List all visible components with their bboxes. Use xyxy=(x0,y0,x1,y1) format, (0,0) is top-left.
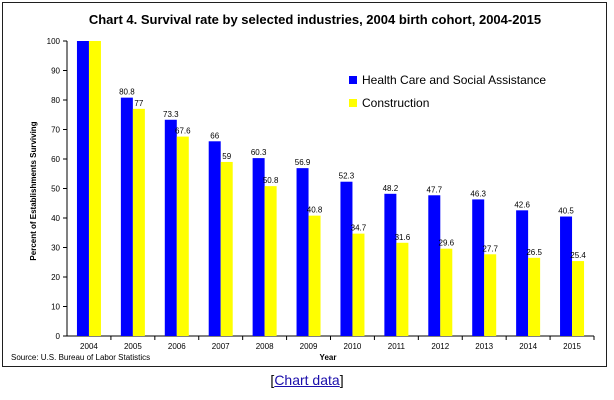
bar-health-care xyxy=(516,210,529,336)
y-tick-label: 30 xyxy=(51,244,60,253)
data-label: 40.5 xyxy=(558,207,574,216)
y-tick-label: 10 xyxy=(51,303,60,312)
x-tick-label: 2004 xyxy=(80,342,98,351)
y-tick-label: 100 xyxy=(47,37,61,46)
data-label: 52.3 xyxy=(339,172,355,181)
y-tick-label: 40 xyxy=(51,214,60,223)
x-tick-label: 2014 xyxy=(519,342,537,351)
x-tick-label: 2005 xyxy=(124,342,142,351)
legend: Health Care and Social Assistance Constru… xyxy=(349,73,546,110)
x-tick-label: 2006 xyxy=(168,342,186,351)
bar-construction xyxy=(176,136,189,336)
bar-construction xyxy=(132,108,145,336)
x-tick-label: 2010 xyxy=(344,342,362,351)
bar-construction xyxy=(396,242,409,336)
data-label: 56.9 xyxy=(295,158,311,167)
bar-construction xyxy=(264,186,277,336)
bar-construction xyxy=(572,261,585,336)
plot-area: 0 10 20 30 40 50 60 70 80 90 100 2004 2005 80.8 77 2006… xyxy=(47,37,595,351)
bar-health-care xyxy=(120,97,133,336)
bar-construction xyxy=(484,254,497,336)
data-label: 67.6 xyxy=(175,127,191,136)
data-label: 31.6 xyxy=(395,233,411,242)
chart-title: Chart 4. Survival rate by selected indus… xyxy=(89,12,541,27)
y-tick-label: 80 xyxy=(51,96,60,105)
bar-health-care xyxy=(340,181,353,336)
data-label: 60.3 xyxy=(251,148,267,157)
survival-rate-chart: Chart 4. Survival rate by selected indus… xyxy=(11,12,595,362)
x-tick-label: 2008 xyxy=(256,342,274,351)
data-label: 26.5 xyxy=(526,248,542,257)
data-label: 25.4 xyxy=(570,251,586,260)
data-label: 40.8 xyxy=(307,206,323,215)
bar-construction xyxy=(220,161,233,336)
data-label: 77 xyxy=(134,99,143,108)
x-tick-label: 2012 xyxy=(431,342,449,351)
y-tick-label: 70 xyxy=(51,126,60,135)
x-tick-label: 2013 xyxy=(475,342,493,351)
y-tick-label: 90 xyxy=(51,67,60,76)
bar-construction xyxy=(440,248,453,336)
x-tick-label: 2015 xyxy=(563,342,581,351)
bar-construction xyxy=(352,233,365,336)
legend-label: Construction xyxy=(362,96,429,110)
data-label: 42.6 xyxy=(514,200,530,209)
chart-data-footer: [Chart data] xyxy=(0,372,614,388)
data-label: 80.8 xyxy=(119,88,135,97)
chart-data-link[interactable]: Chart data xyxy=(274,372,340,388)
bar-health-care xyxy=(208,141,221,336)
bar-construction xyxy=(308,215,321,336)
data-label: 34.7 xyxy=(351,224,367,233)
x-tick-label: 2007 xyxy=(212,342,230,351)
y-tick-label: 60 xyxy=(51,155,60,164)
source-note: Source: U.S. Bureau of Labor Statistics xyxy=(11,353,150,362)
legend-label: Health Care and Social Assistance xyxy=(362,73,546,87)
legend-swatch xyxy=(349,99,357,107)
bar-health-care xyxy=(560,216,573,336)
data-label: 27.7 xyxy=(482,244,498,253)
y-tick-label: 50 xyxy=(51,185,60,194)
bar-health-care xyxy=(296,168,309,336)
x-tick-label: 2011 xyxy=(388,342,406,351)
data-label: 73.3 xyxy=(163,110,179,119)
bracket-open: [ xyxy=(270,372,275,388)
data-label: 66 xyxy=(210,131,219,140)
bar-health-care xyxy=(164,119,177,336)
data-label: 48.2 xyxy=(383,184,399,193)
legend-swatch xyxy=(349,76,357,84)
y-tick-label: 20 xyxy=(51,273,60,282)
bracket-close: ] xyxy=(339,372,344,388)
bar-construction xyxy=(528,257,541,336)
bar-health-care xyxy=(252,158,265,336)
data-label: 59 xyxy=(222,152,231,161)
chart-frame: Chart 4. Survival rate by selected indus… xyxy=(2,2,607,367)
bar-health-care xyxy=(384,193,397,336)
bar-construction xyxy=(88,41,101,336)
x-tick-label: 2009 xyxy=(300,342,318,351)
bar-health-care xyxy=(76,41,89,336)
bar-health-care xyxy=(472,199,485,336)
bar-health-care xyxy=(428,195,441,336)
y-axis-title: Percent of Establishments Surviving xyxy=(29,121,38,260)
x-axis-title: Year xyxy=(320,353,337,362)
data-label: 50.8 xyxy=(263,176,279,185)
data-label: 29.6 xyxy=(439,239,455,248)
data-label: 47.7 xyxy=(427,185,443,194)
y-tick-label: 0 xyxy=(56,332,61,341)
data-label: 46.3 xyxy=(470,189,486,198)
